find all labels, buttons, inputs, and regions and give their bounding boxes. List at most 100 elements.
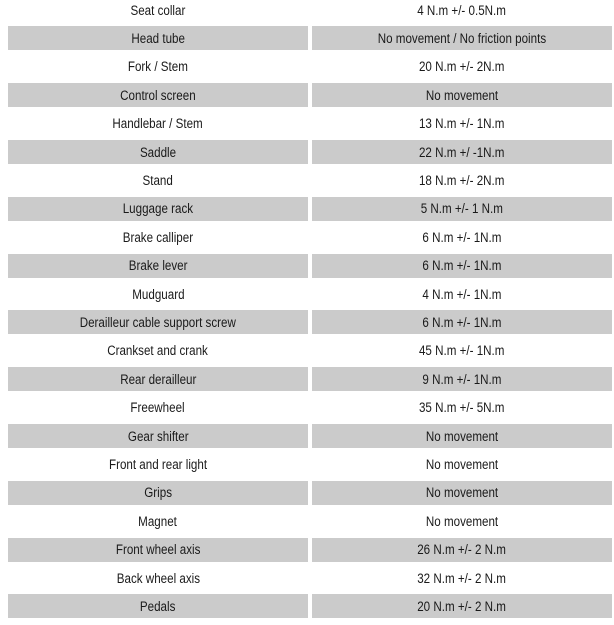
torque-value-cell: 20 N.m +/- 2 N.m <box>312 594 612 619</box>
part-cell-text: Crankset and crank <box>107 343 209 359</box>
torque-value-cell: No movement <box>312 509 612 533</box>
part-cell-text: Freewheel <box>130 400 186 416</box>
part-cell-text: Control screen <box>120 87 196 103</box>
torque-value-cell: 35 N.m +/- 5N.m <box>312 396 612 420</box>
part-cell: Pedals <box>8 594 308 619</box>
torque-value-cell: 6 N.m +/- 1N.m <box>312 310 612 335</box>
torque-value-cell-text: No movement <box>425 87 499 103</box>
part-cell: Fork / Stem <box>8 55 308 79</box>
part-cell-text: Luggage rack <box>122 201 194 217</box>
torque-value-cell: 6 N.m +/- 1N.m <box>312 253 612 278</box>
part-cell: Brake calliper <box>8 225 308 249</box>
part-cell-text: Stand <box>142 172 174 188</box>
part-cell: Control screen <box>8 83 308 108</box>
table-row: Mudguard 4 N.m +/- 1N.m <box>0 280 614 308</box>
torque-value-cell-text: 6 N.m +/- 1N.m <box>422 258 502 274</box>
part-cell-text: Front and rear light <box>108 456 208 472</box>
part-cell-text: Gear shifter <box>127 428 189 444</box>
part-cell-text: Grips <box>144 485 172 501</box>
part-cell: Derailleur cable support screw <box>8 310 308 335</box>
torque-value-cell-text: No movement <box>425 456 499 472</box>
table-row: Handlebar / Stem 13 N.m +/- 1N.m <box>0 110 614 138</box>
torque-value-cell-text: 45 N.m +/- 1N.m <box>419 343 505 359</box>
table-row: Grips No movement <box>0 479 614 507</box>
part-cell: Gear shifter <box>8 424 308 448</box>
part-cell-text: Seat collar <box>130 2 186 18</box>
torque-value-cell: 4 N.m +/- 1N.m <box>312 282 612 306</box>
torque-value-cell-text: No movement <box>425 485 499 501</box>
table-row: Freewheel 35 N.m +/- 5N.m <box>0 394 614 422</box>
part-cell: Rear derailleur <box>8 367 308 392</box>
torque-value-cell-text: 4 N.m +/- 0.5N.m <box>417 2 507 18</box>
table-row: Front wheel axis 26 N.m +/- 2 N.m <box>0 536 614 564</box>
table-row: Back wheel axis 32 N.m +/- 2 N.m <box>0 564 614 592</box>
part-cell: Front wheel axis <box>8 537 308 562</box>
part-cell: Magnet <box>8 509 308 533</box>
table-row: Front and rear light No movement <box>0 450 614 478</box>
part-cell-text: Front wheel axis <box>115 542 201 558</box>
torque-value-cell: 32 N.m +/- 2 N.m <box>312 566 612 590</box>
table-row: Derailleur cable support screw 6 N.m +/- … <box>0 308 614 336</box>
torque-value-cell-text: 20 N.m +/- 2 N.m <box>417 598 507 614</box>
torque-value-cell: No movement <box>312 480 612 505</box>
table-row: Rear derailleur 9 N.m +/- 1N.m <box>0 365 614 393</box>
part-cell-text: Fork / Stem <box>127 59 188 75</box>
torque-value-cell: 4 N.m +/- 0.5N.m <box>312 0 612 22</box>
torque-value-cell-text: 5 N.m +/- 1 N.m <box>420 201 504 217</box>
torque-value-cell: 9 N.m +/- 1N.m <box>312 367 612 392</box>
torque-value-cell-text: 35 N.m +/- 5N.m <box>419 400 505 416</box>
part-cell-text: Rear derailleur <box>119 371 197 387</box>
table-row: Seat collar 4 N.m +/- 0.5N.m <box>0 0 614 24</box>
part-cell: Grips <box>8 480 308 505</box>
table-row: Luggage rack 5 N.m +/- 1 N.m <box>0 195 614 223</box>
torque-value-cell-text: 18 N.m +/- 2N.m <box>419 172 505 188</box>
torque-value-cell-text: 6 N.m +/- 1N.m <box>422 229 502 245</box>
torque-value-cell: 6 N.m +/- 1N.m <box>312 225 612 249</box>
table-row: Brake calliper 6 N.m +/- 1N.m <box>0 223 614 251</box>
torque-value-cell-text: 4 N.m +/- 1N.m <box>422 286 502 302</box>
part-cell: Seat collar <box>8 0 308 22</box>
table-row: Crankset and crank 45 N.m +/- 1N.m <box>0 337 614 365</box>
part-cell-text: Saddle <box>139 144 177 160</box>
part-cell: Freewheel <box>8 396 308 420</box>
part-cell-text: Head tube <box>131 30 185 46</box>
table-row: Gear shifter No movement <box>0 422 614 450</box>
torque-value-cell-text: 9 N.m +/- 1N.m <box>422 371 502 387</box>
part-cell: Luggage rack <box>8 196 308 221</box>
table-row: Control screen No movement <box>0 81 614 109</box>
part-cell-text: Mudguard <box>131 286 185 302</box>
torque-value-cell: No movement <box>312 424 612 448</box>
torque-value-cell-text: No movement / No friction points <box>377 30 547 46</box>
part-cell-text: Pedals <box>140 598 176 614</box>
torque-value-cell-text: 20 N.m +/- 2N.m <box>419 59 505 75</box>
table-row: Magnet No movement <box>0 507 614 535</box>
part-cell: Back wheel axis <box>8 566 308 590</box>
torque-value-cell: No movement / No friction points <box>312 26 612 51</box>
part-cell: Front and rear light <box>8 452 308 476</box>
part-cell-text: Brake lever <box>128 258 188 274</box>
part-cell: Crankset and crank <box>8 339 308 363</box>
part-cell: Brake lever <box>8 253 308 278</box>
table-row: Head tube No movement / No friction point… <box>0 24 614 52</box>
torque-value-cell: No movement <box>312 83 612 108</box>
torque-value-cell: 18 N.m +/- 2N.m <box>312 168 612 192</box>
part-cell: Head tube <box>8 26 308 51</box>
torque-value-cell-text: No movement <box>425 428 499 444</box>
torque-value-cell: No movement <box>312 452 612 476</box>
torque-value-cell: 20 N.m +/- 2N.m <box>312 55 612 79</box>
part-cell-text: Brake calliper <box>122 229 194 245</box>
part-cell-text: Back wheel axis <box>116 570 200 586</box>
torque-value-cell-text: 6 N.m +/- 1N.m <box>422 314 502 330</box>
part-cell: Saddle <box>8 140 308 164</box>
torque-value-cell: 13 N.m +/- 1N.m <box>312 112 612 136</box>
torque-value-cell: 26 N.m +/- 2 N.m <box>312 537 612 562</box>
torque-value-cell-text: No movement <box>425 513 499 529</box>
part-cell-text: Handlebar / Stem <box>112 116 204 132</box>
torque-value-cell: 45 N.m +/- 1N.m <box>312 339 612 363</box>
part-cell: Handlebar / Stem <box>8 112 308 136</box>
torque-value-cell-text: 26 N.m +/- 2 N.m <box>417 542 507 558</box>
part-cell: Stand <box>8 168 308 192</box>
torque-value-cell-text: 13 N.m +/- 1N.m <box>419 116 505 132</box>
part-cell: Mudguard <box>8 282 308 306</box>
table-row: Brake lever 6 N.m +/- 1N.m <box>0 252 614 280</box>
